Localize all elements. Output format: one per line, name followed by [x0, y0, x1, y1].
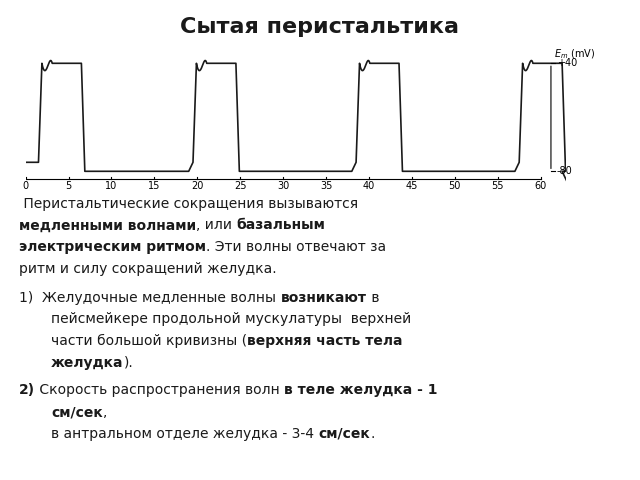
Text: 55: 55	[492, 181, 504, 191]
Text: . Эти волны отвечают за: . Эти волны отвечают за	[206, 240, 387, 254]
Text: электрическим ритмом: электрическим ритмом	[19, 240, 206, 254]
Text: базальным: базальным	[237, 218, 326, 232]
Text: 15: 15	[148, 181, 161, 191]
Text: Сытая перистальтика: Сытая перистальтика	[180, 17, 460, 37]
Text: медленными волнами: медленными волнами	[19, 218, 196, 232]
Text: см/сек: см/сек	[319, 427, 371, 441]
Text: ).: ).	[124, 356, 134, 370]
Text: возникают: возникают	[280, 291, 367, 305]
Text: 40: 40	[363, 181, 375, 191]
Text: 30: 30	[277, 181, 289, 191]
Text: 1)  Желудочные медленные волны: 1) Желудочные медленные волны	[19, 291, 280, 305]
Text: в антральном отделе желудка - 3-4: в антральном отделе желудка - 3-4	[51, 427, 319, 441]
Text: 45: 45	[406, 181, 418, 191]
Text: -80: -80	[557, 166, 573, 176]
Text: 50: 50	[449, 181, 461, 191]
Text: .: .	[371, 427, 374, 441]
Text: 5: 5	[65, 181, 72, 191]
Text: 0: 0	[22, 181, 29, 191]
Text: 60: 60	[534, 181, 547, 191]
Text: Перистальтические сокращения вызываются: Перистальтические сокращения вызываются	[19, 197, 358, 211]
Text: 35: 35	[320, 181, 332, 191]
Text: Скорость распространения волн: Скорость распространения волн	[35, 384, 284, 397]
Text: в теле желудка - 1: в теле желудка - 1	[284, 384, 438, 397]
Text: 2): 2)	[19, 384, 35, 397]
Text: +40: +40	[557, 58, 577, 68]
Text: верхняя часть тела: верхняя часть тела	[247, 334, 403, 348]
Text: части большой кривизны (: части большой кривизны (	[51, 334, 247, 348]
Text: 20: 20	[191, 181, 204, 191]
Text: $E_{m}$ (mV): $E_{m}$ (mV)	[554, 47, 595, 60]
Text: желудка: желудка	[51, 356, 124, 370]
Text: пейсмейкере продольной мускулатуры  верхней: пейсмейкере продольной мускулатуры верхн…	[51, 312, 412, 326]
Text: 10: 10	[106, 181, 118, 191]
Text: ритм и силу сокращений желудка.: ритм и силу сокращений желудка.	[19, 262, 277, 276]
Text: 25: 25	[234, 181, 246, 191]
Text: см/сек: см/сек	[51, 405, 103, 419]
Text: ,: ,	[103, 405, 108, 419]
Text: в: в	[367, 291, 379, 305]
Text: , или: , или	[196, 218, 237, 232]
